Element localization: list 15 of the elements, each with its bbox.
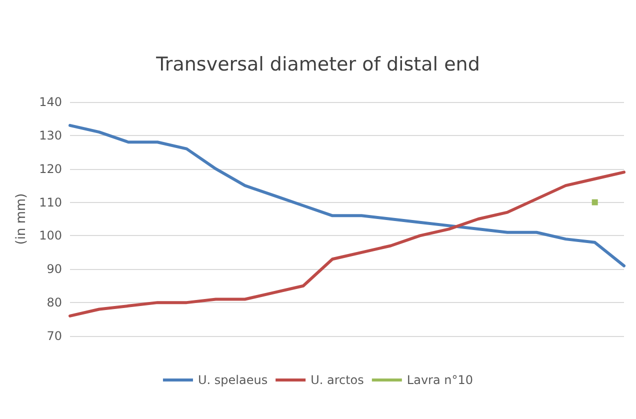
- line-series: [68, 124, 626, 268]
- y-tick-label: 130: [39, 128, 62, 142]
- legend-label: Lavra n°10: [406, 373, 474, 387]
- y-tick-label: 110: [39, 195, 62, 210]
- y-tick-label: 100: [39, 228, 62, 243]
- y-tick-label: 140: [39, 95, 62, 109]
- y-axis-title: (in mm): [14, 193, 30, 245]
- y-tick-label: 90: [46, 262, 62, 276]
- legend-label: U. spelaeus: [198, 373, 268, 387]
- line-series: [68, 170, 626, 318]
- y-tick-label: 70: [46, 329, 62, 343]
- chart-title: Transversal diameter of distal end: [155, 54, 480, 76]
- legend-label: U. arctos: [310, 373, 364, 387]
- y-tick-label: 80: [46, 296, 62, 310]
- y-tick-label: 120: [39, 162, 62, 176]
